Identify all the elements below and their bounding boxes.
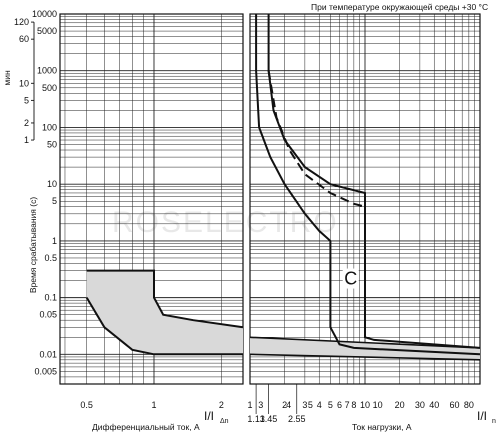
x-tick-label-right: 3 — [302, 400, 307, 410]
left-lower-curve — [85, 297, 243, 356]
x-tick-label-right: 40 — [429, 400, 439, 410]
y-tick-label: 0.01 — [39, 349, 57, 359]
y-tick-label: 1000 — [37, 66, 57, 76]
x-tick-label-right: 30 — [415, 400, 425, 410]
x-tick-label-left: 4 — [286, 400, 291, 410]
y-tick-label: 5000 — [37, 26, 57, 36]
x-tick-extra-label: 1.13 — [247, 414, 265, 424]
minutes-tick-label: 5 — [24, 95, 29, 105]
x-tick-label-right: 1 — [247, 400, 252, 410]
minutes-tick-label: 1 — [24, 135, 29, 145]
curve-label-bg — [342, 268, 359, 289]
minutes-tick-label: 120 — [14, 17, 29, 27]
left-upper-curve — [86, 269, 244, 329]
right-dashed-curve — [267, 70, 366, 208]
y-tick-label: 10000 — [32, 9, 57, 19]
right-band-upper — [249, 336, 481, 349]
x-axis-ratio-sub-left: Δn — [220, 418, 229, 425]
x-axis-title-left: Дифференциальный ток, А — [92, 422, 200, 432]
y-tick-label: 0.1 — [44, 293, 57, 303]
y-tick-label: 0.05 — [39, 310, 57, 320]
y-tick-label: 0.005 — [34, 366, 57, 376]
watermark-logo: ROSELECTRO — [112, 206, 339, 239]
y-tick-label: 0.5 — [44, 253, 57, 263]
x-tick-label-right: 4 — [317, 400, 322, 410]
left-panel-frame — [59, 13, 244, 385]
x-axis-ratio-sub-right: n — [492, 418, 496, 425]
x-tick-label-left: 2 — [219, 400, 224, 410]
minutes-label: мин — [2, 70, 12, 86]
x-tick-label-left: 0.5 — [80, 400, 93, 410]
x-tick-label-right: 7 — [345, 400, 350, 410]
x-tick-label-right: 10 — [360, 400, 370, 410]
x-tick-label-right: 8 — [351, 400, 356, 410]
minutes-tick-label: 2 — [24, 118, 29, 128]
x-tick-label-right: 2 — [282, 400, 287, 410]
y-tick-label: 100 — [42, 122, 57, 132]
right-lower-curve — [255, 14, 481, 356]
x-tick-label-left: 5 — [308, 400, 313, 410]
y-tick-label: 10 — [47, 179, 57, 189]
y-tick-label: 5 — [52, 196, 57, 206]
x-tick-extra-label: 1.45 — [260, 414, 278, 424]
right-band-lower — [249, 353, 481, 361]
x-axis-ratio-left: I/I — [204, 409, 214, 423]
right-panel-frame — [249, 13, 481, 385]
x-tick-extra-label: 2.55 — [288, 414, 306, 424]
x-tick-label-right: 6 — [337, 400, 342, 410]
minutes-tick-label: 60 — [19, 34, 29, 44]
x-axis-ratio-right: I/I — [477, 409, 487, 423]
y-tick-label: 500 — [42, 83, 57, 93]
x-tick-label-left: 10 — [373, 400, 383, 410]
left-tolerance-band — [86, 270, 243, 355]
y-tick-label: 1 — [52, 236, 57, 246]
minutes-tick-label: 10 — [19, 78, 29, 88]
x-axis-title-right: Ток нагрузки, А — [352, 422, 412, 432]
x-tick-label-right: 5 — [328, 400, 333, 410]
y-axis-title: Время срабатывания (с) — [28, 197, 38, 293]
y-tick-label: 50 — [47, 140, 57, 150]
x-tick-label-right: 20 — [395, 400, 405, 410]
x-tick-label-left: 3 — [258, 400, 263, 410]
x-tick-label-left: 1 — [151, 400, 156, 410]
x-tick-label-right: 80 — [464, 400, 474, 410]
x-tick-label-right: 60 — [449, 400, 459, 410]
right-panel-title: При температуре окружающей среды +30 °C — [311, 2, 488, 12]
curve-label: C — [344, 269, 357, 289]
